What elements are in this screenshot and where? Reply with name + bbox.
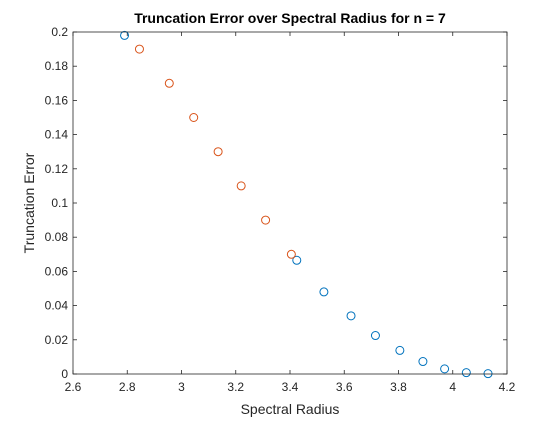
data-point-series-1 [370,331,380,341]
data-point-series-2 [134,44,144,54]
y-tick-label: 0.02 [45,333,69,347]
x-tick-label: 4 [449,380,456,394]
x-tick-label: 3.8 [390,380,407,394]
data-point-series-2 [236,181,246,191]
y-tick-label: 0.2 [51,25,68,39]
x-tick-label: 3.6 [336,380,353,394]
ticks-layer: 2.6 2.8 3 3.2 3.4 3.6 3.8 4 4.2 0 0.02 0.04 0.06 0.08… [45,25,516,394]
data-point-series-2 [164,78,174,88]
y-tick-label: 0.1 [51,196,68,210]
data-point-series-2 [213,147,223,157]
data-point-series-1 [120,30,130,40]
data-point-series-2 [286,249,296,259]
data-point-series-1 [461,368,471,378]
y-tick-label: 0.04 [45,299,69,313]
data-point-series-1 [418,357,428,367]
x-tick-label: 4.2 [499,380,516,394]
data-point-series-1 [319,287,329,297]
x-tick-label: 2.8 [119,380,136,394]
x-axis-label: Spectral Radius [241,401,340,417]
y-axis-label: Truncation Error [21,152,37,253]
data-point-series-2 [261,215,271,225]
y-tick-label: 0 [61,367,68,381]
y-tick-label: 0.08 [45,230,69,244]
chart-title: Truncation Error over Spectral Radius fo… [134,10,446,26]
x-tick-label: 2.6 [65,380,82,394]
axes-box [72,31,508,375]
x-tick-label: 3 [178,380,185,394]
x-tick-label: 3.2 [227,380,244,394]
y-tick-label: 0.14 [45,128,69,142]
plot-area [73,32,507,374]
data-point-series-1 [346,311,356,321]
data-point-series-1 [395,345,405,355]
y-tick-label: 0.16 [45,93,69,107]
y-tick-label: 0.12 [45,162,69,176]
y-tick-label: 0.18 [45,59,69,73]
points-layer [120,30,493,379]
x-tick-label: 3.4 [282,380,299,394]
y-tick-label: 0.06 [45,264,69,278]
data-point-series-1 [440,364,450,374]
data-point-series-2 [189,113,199,122]
data-point-series-1 [292,255,302,265]
